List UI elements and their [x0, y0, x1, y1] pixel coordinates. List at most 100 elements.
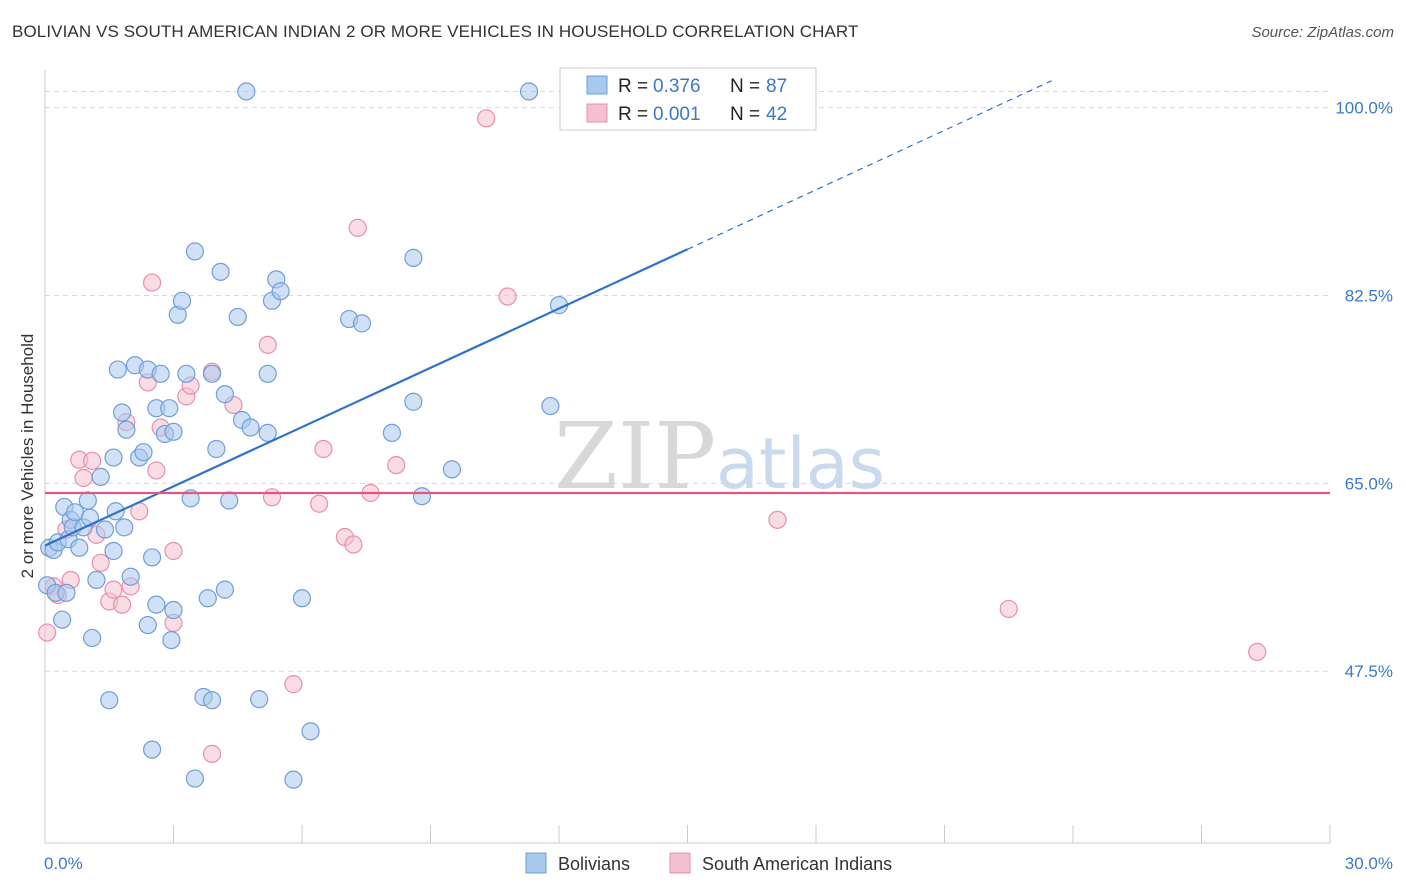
y-axis-label: 2 or more Vehicles in Household: [18, 334, 37, 579]
bolivians-point-25: [112, 403, 132, 422]
legend-n-value-1: 87: [766, 76, 787, 97]
bolivians-point-14: [78, 491, 97, 510]
south-american-indians-point-17: [142, 273, 162, 292]
south-american-indians-point-37: [477, 109, 496, 128]
legend-r-label-1: R =: [618, 76, 648, 97]
bolivians-point-18: [91, 467, 110, 486]
x-tick-labels: 0.0% 30.0%: [44, 854, 1393, 873]
bolivians-point-24: [108, 360, 127, 379]
bolivians-point-43: [164, 600, 183, 620]
y-tick-label-0: 47.5%: [1345, 662, 1393, 681]
bolivians-point-78: [442, 460, 462, 479]
bolivians-point-5: [53, 610, 72, 629]
bolivians-point-42: [164, 422, 183, 441]
south-american-indians-point-12: [112, 595, 132, 614]
bolivians-point-55: [211, 262, 230, 281]
bolivians-trend-line: [44, 248, 688, 547]
bottom-legend-swatch-bolivians: [525, 852, 547, 874]
bolivians-point-53: [202, 364, 222, 383]
bolivians-point-57: [215, 580, 234, 599]
bolivians-point-75: [404, 248, 423, 267]
bolivians-point-46: [177, 364, 196, 383]
bolivians-point-15: [80, 508, 100, 527]
bolivians-point-48: [185, 769, 205, 788]
bolivians-point-79: [519, 82, 539, 101]
axes: [44, 70, 1331, 844]
bolivians-point-54: [207, 439, 226, 459]
bottom-legend-swatch-south-american-indians: [669, 852, 691, 874]
south-american-indians-point-40: [999, 599, 1018, 619]
legend-r-value-2: 0.001: [653, 104, 701, 125]
bolivians-point-68: [271, 282, 290, 301]
y-tick-label-3: 100.0%: [1335, 99, 1393, 118]
bolivians-point-32: [138, 615, 157, 635]
bolivians-point-73: [352, 314, 372, 333]
bolivians-trend-extension: [687, 80, 1052, 250]
bolivians-point-71: [301, 722, 320, 741]
x-tick-label-0: 0.0%: [44, 854, 83, 873]
south-american-indians-point-0: [38, 623, 57, 642]
bolivians-point-16: [83, 628, 102, 648]
legend-swatch-south-american-indians: [586, 103, 608, 123]
south-american-indians-point-11: [104, 580, 123, 599]
bolivians-point-70: [292, 589, 312, 608]
bolivians-point-37: [147, 595, 166, 614]
south-american-indians-point-6: [74, 468, 93, 488]
bolivians-point-56: [215, 385, 234, 404]
bolivians-point-62: [241, 418, 260, 437]
bolivians-point-20: [100, 691, 119, 710]
bolivians-point-19: [95, 520, 115, 539]
bottom-legend-label-south-american-indians: South American Indians: [702, 854, 892, 874]
bolivians-point-74: [382, 423, 402, 442]
bolivians-point-77: [412, 487, 432, 506]
series-bolivians: [38, 82, 569, 789]
bolivians-point-35: [142, 740, 162, 759]
bolivians-point-26: [115, 518, 134, 537]
bolivians-point-65: [258, 364, 277, 383]
series-south-american-indians: [38, 109, 1267, 763]
south-american-indians-point-29: [284, 675, 303, 694]
south-american-indians-point-41: [1248, 642, 1267, 661]
bolivians-point-41: [162, 630, 181, 650]
bolivians-point-7: [57, 583, 76, 602]
south-american-indians-point-27: [258, 335, 277, 354]
bolivians-point-31: [134, 443, 153, 462]
bolivians-point-80: [541, 396, 560, 416]
bolivians-point-69: [284, 770, 303, 789]
south-american-indians-point-30: [310, 494, 329, 513]
bolivians-point-22: [104, 448, 123, 467]
x-tick-label-1: 30.0%: [1345, 854, 1393, 873]
bolivians-point-47: [181, 489, 200, 508]
legend-swatch-bolivians: [586, 75, 608, 95]
south-american-indians-point-28: [262, 488, 282, 507]
south-american-indians-point-39: [768, 510, 787, 529]
y-tick-label-2: 82.5%: [1345, 286, 1393, 305]
bolivians-point-40: [160, 399, 179, 418]
bottom-legend-label-bolivians: Bolivians: [558, 854, 630, 874]
south-american-indians-point-31: [314, 439, 333, 459]
bolivians-point-12: [70, 538, 89, 557]
watermark-atlas: atlas: [716, 423, 885, 505]
bolivians-point-61: [237, 82, 256, 101]
legend-n-value-2: 42: [766, 104, 787, 125]
bolivians-point-51: [198, 589, 217, 608]
bolivians-point-27: [117, 420, 136, 439]
legend-n-label-1: N =: [730, 76, 760, 97]
bolivians-point-58: [220, 491, 239, 510]
stats-legend: R = 0.376 N = 87 R = 0.001 N = 42: [559, 67, 817, 131]
south-american-indians-point-18: [147, 461, 166, 480]
bolivians-point-64: [258, 423, 277, 442]
source-label: Source: ZipAtlas.com: [1251, 24, 1394, 41]
bolivians-point-59: [228, 307, 247, 327]
south-american-indians-point-25: [202, 744, 222, 763]
bolivians-point-76: [404, 392, 423, 411]
bolivians-point-21: [104, 541, 123, 561]
bolivians-point-38: [151, 364, 170, 383]
bolivians-point-45: [172, 291, 192, 310]
bolivians-point-28: [121, 567, 140, 586]
bolivians-point-63: [250, 690, 269, 709]
series-legend: Bolivians South American Indians: [525, 852, 892, 874]
legend-r-label-2: R =: [618, 104, 648, 125]
grid-lines: [45, 90, 1330, 672]
y-tick-labels: 47.5% 65.0% 82.5% 100.0%: [1335, 99, 1393, 682]
